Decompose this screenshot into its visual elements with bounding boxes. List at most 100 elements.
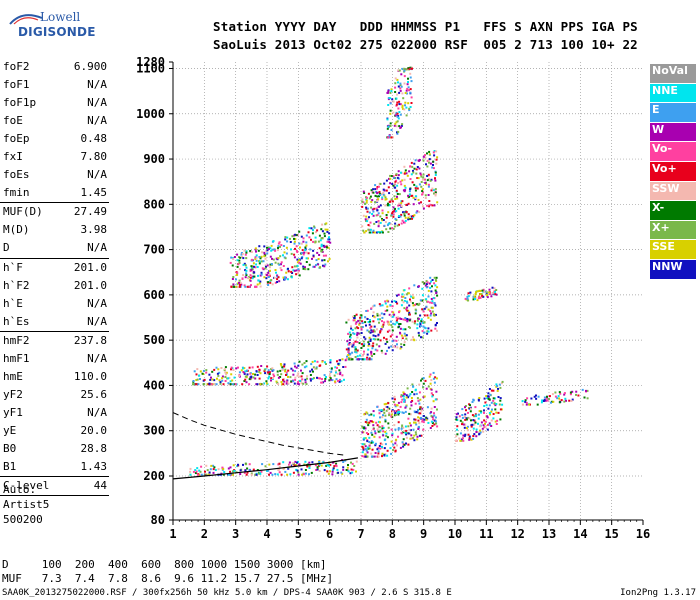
echo-point [370, 344, 373, 347]
echo-point [255, 263, 258, 266]
echo-point [384, 418, 387, 421]
echo-point [212, 464, 215, 467]
echo-point [390, 415, 393, 418]
echo-point [394, 82, 397, 85]
echo-point [304, 266, 306, 269]
echo-point [423, 282, 426, 285]
echo-point [430, 415, 433, 418]
echo-point [300, 242, 303, 245]
echo-point [266, 252, 269, 255]
echo-point [524, 400, 527, 403]
echo-point [393, 395, 396, 398]
param-value: 6.900 [73, 60, 107, 73]
y-tick-label: 700 [143, 243, 165, 257]
echo-point [384, 204, 387, 207]
echo-point [368, 211, 371, 214]
echo-point [420, 416, 422, 419]
echo-point [497, 387, 499, 390]
echo-point [218, 379, 221, 382]
echo-point [356, 355, 359, 358]
echo-point [287, 467, 290, 470]
echo-point [399, 84, 402, 87]
echo-point [305, 360, 308, 363]
echo-point [427, 308, 430, 311]
echo-point [390, 213, 393, 216]
echo-point [280, 373, 283, 376]
echo-point [305, 234, 308, 237]
echo-point [404, 334, 407, 337]
echo-point [413, 167, 416, 170]
echo-point [271, 473, 274, 476]
echo-point [424, 178, 426, 181]
echo-point [431, 425, 434, 427]
echo-point [381, 219, 384, 222]
echo-point [431, 166, 434, 169]
echo-point [363, 352, 365, 355]
echo-point [382, 191, 385, 194]
echo-point [322, 254, 325, 257]
echo-point [417, 177, 420, 180]
echo-point [402, 445, 405, 448]
echo-point [375, 421, 378, 424]
echo-point [269, 247, 272, 250]
echo-point [369, 338, 372, 341]
echo-point [461, 437, 464, 440]
echo-point [357, 332, 360, 335]
echo-point [285, 271, 288, 274]
echo-point [245, 272, 248, 275]
echo-point [243, 380, 246, 382]
echo-point [335, 465, 338, 468]
echo-point [232, 276, 235, 278]
echo-point [315, 367, 318, 370]
echo-point [476, 290, 479, 293]
echo-point [546, 395, 548, 398]
echo-point [486, 397, 489, 400]
echo-point [475, 428, 478, 431]
echo-point [282, 383, 285, 386]
param-value: N/A [87, 96, 107, 110]
echo-point [196, 473, 199, 476]
echo-point [396, 176, 399, 179]
echo-point [353, 332, 356, 335]
echo-point [230, 366, 233, 369]
echo-point [334, 380, 336, 383]
echo-point [293, 382, 296, 385]
echo-point [412, 171, 415, 174]
echo-point [474, 413, 477, 416]
echo-point [433, 276, 436, 279]
echo-point [275, 257, 278, 260]
echo-point [362, 229, 365, 232]
echo-point [422, 310, 425, 313]
echo-point [232, 257, 235, 260]
echo-point [422, 205, 424, 208]
echo-point [384, 405, 387, 408]
echo-point [427, 327, 430, 330]
echo-point [413, 162, 416, 165]
echo-point [403, 108, 406, 111]
echo-point [377, 338, 380, 341]
echo-point [381, 351, 384, 354]
echo-point [411, 165, 414, 168]
echo-point [468, 437, 471, 440]
echo-point [434, 188, 437, 191]
echo-point [406, 174, 409, 177]
echo-point [318, 461, 321, 463]
echo-point [388, 192, 391, 195]
echo-point [246, 369, 248, 372]
echo-point [298, 261, 301, 264]
echo-point [309, 377, 312, 380]
echo-point [357, 327, 360, 330]
echo-point [347, 470, 350, 473]
echo-point [267, 274, 270, 277]
param-row-hes: h`Es N/A [3, 313, 107, 331]
echo-point [376, 186, 379, 188]
echo-point [386, 330, 389, 333]
logo-digisonde-text: DIGISONDE [18, 25, 96, 39]
echo-point [361, 205, 364, 208]
echo-point [400, 222, 403, 225]
echo-point [232, 283, 235, 286]
echo-point [317, 240, 320, 243]
echo-point [455, 418, 458, 421]
echo-point [300, 369, 302, 372]
echo-point [434, 376, 437, 379]
